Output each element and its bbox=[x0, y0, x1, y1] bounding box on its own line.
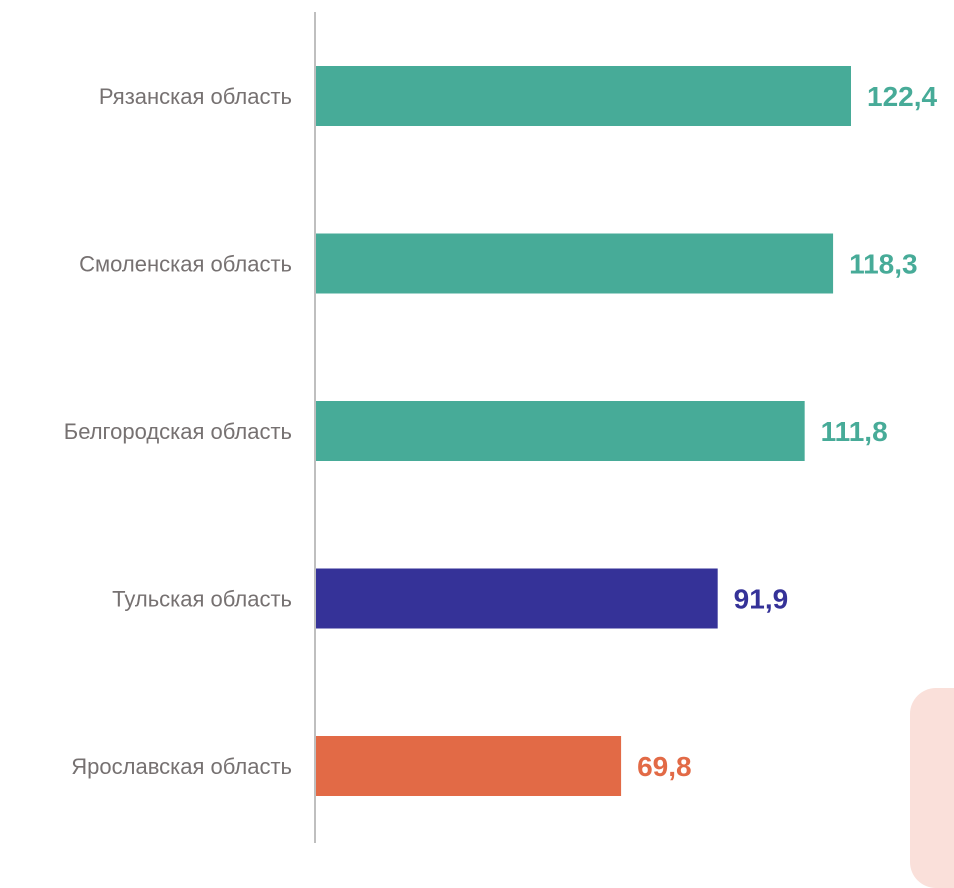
category-labels-layer: Рязанская область Смоленская область Белго… bbox=[64, 84, 292, 779]
value-label: 91,9 bbox=[734, 584, 789, 615]
category-label: Рязанская область bbox=[99, 84, 292, 109]
value-label: 122,4 bbox=[867, 81, 937, 112]
bar-3 bbox=[316, 401, 805, 461]
bar-4 bbox=[316, 568, 718, 629]
value-label: 111,8 bbox=[821, 416, 888, 447]
bar-5 bbox=[316, 736, 622, 796]
bar-1 bbox=[316, 66, 851, 126]
category-label: Смоленская область bbox=[79, 252, 292, 277]
value-label: 118,3 bbox=[849, 249, 918, 280]
category-label: Тульская область bbox=[112, 587, 292, 612]
value-label: 69,8 bbox=[637, 751, 692, 782]
bars-layer bbox=[316, 66, 851, 796]
value-labels-layer: 122,4 118,3 111,8 91,9 69,8 bbox=[637, 81, 937, 782]
bar-2 bbox=[316, 233, 834, 294]
bar-chart: Рязанская область Смоленская область Белго… bbox=[64, 12, 937, 843]
category-label: Ярославская область bbox=[71, 754, 292, 779]
category-label: Белгородская область bbox=[64, 419, 292, 444]
